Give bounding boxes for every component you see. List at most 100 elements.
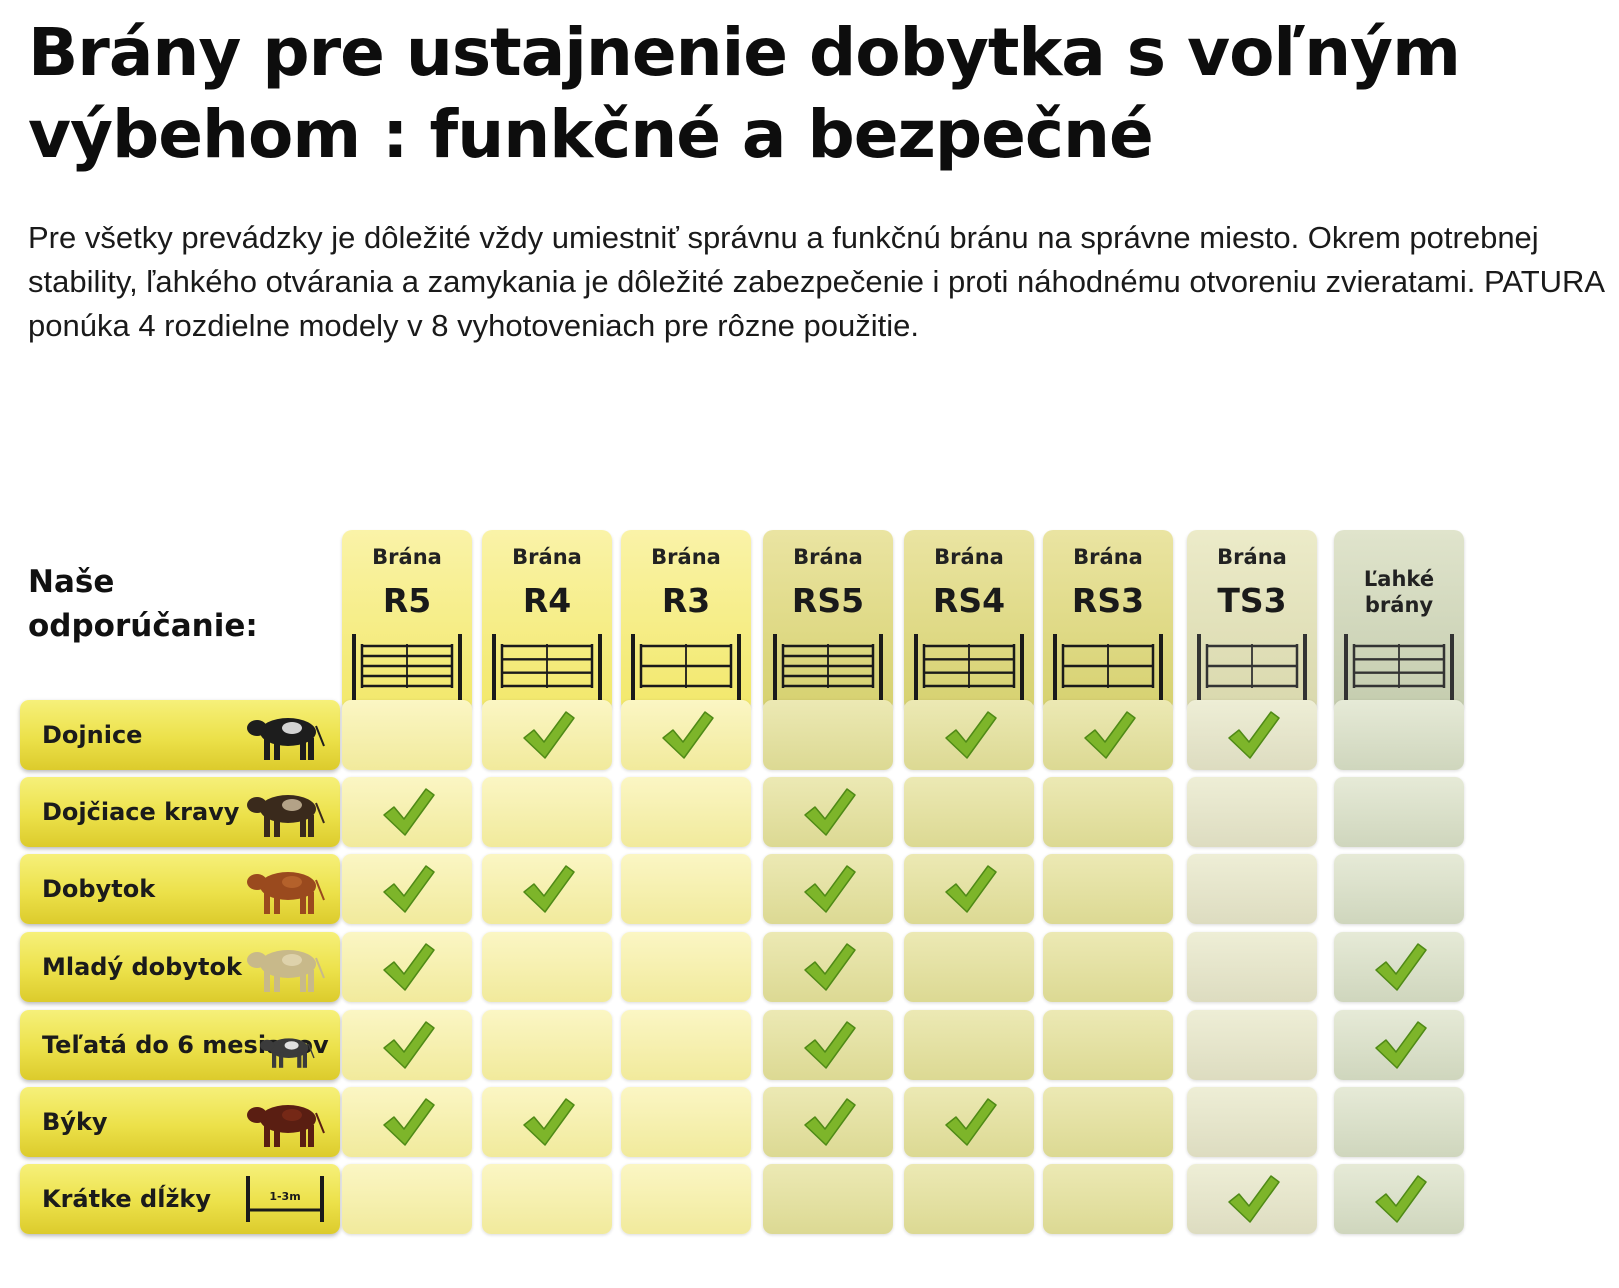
row-label-text: Býky <box>42 1108 108 1136</box>
checkmark-icon <box>523 711 575 759</box>
checkmark-icon <box>804 1098 856 1146</box>
table-cell <box>1043 777 1173 847</box>
table-cell <box>621 932 751 1002</box>
suckler-cow-icon <box>244 783 328 846</box>
table-cell <box>1334 700 1464 770</box>
table-cell <box>1043 1164 1173 1234</box>
table-cell <box>1334 932 1464 1002</box>
table-cell <box>904 1164 1034 1234</box>
column-header-7: Brána TS3 <box>1187 530 1317 712</box>
dairy-cow-icon <box>244 706 328 769</box>
young-cattle-icon <box>244 938 328 1001</box>
table-cell <box>763 1164 893 1234</box>
checkmark-icon <box>1228 1175 1280 1223</box>
table-cell <box>342 1164 472 1234</box>
checkmark-icon <box>1084 711 1136 759</box>
table-cell <box>1334 1087 1464 1157</box>
checkmark-icon <box>804 943 856 991</box>
row-label: Býky <box>20 1087 340 1157</box>
column-word: Brána <box>372 545 442 569</box>
table-cell <box>763 854 893 924</box>
checkmark-icon <box>523 865 575 913</box>
table-cell <box>763 700 893 770</box>
table-cell <box>904 932 1034 1002</box>
checkmark-icon <box>945 865 997 913</box>
checkmark-icon <box>804 865 856 913</box>
cattle-icon <box>244 860 328 923</box>
column-header-5: Brána RS4 <box>904 530 1034 712</box>
short-length-icon: 1-3m <box>244 1170 328 1233</box>
column-word: Brána <box>651 545 721 569</box>
table-cell <box>1043 700 1173 770</box>
table-cell <box>763 777 893 847</box>
row-label: Dojnice <box>20 700 340 770</box>
checkmark-icon <box>383 1021 435 1069</box>
table-cell <box>482 777 612 847</box>
bull-icon <box>244 1093 328 1156</box>
column-header-2: Brána R4 <box>482 530 612 712</box>
table-cell <box>482 854 612 924</box>
column-model: TS3 <box>1217 581 1287 620</box>
table-cell <box>1187 854 1317 924</box>
table-cell <box>763 932 893 1002</box>
checkmark-icon <box>804 1021 856 1069</box>
column-model: RS5 <box>791 581 865 620</box>
checkmark-icon <box>523 1098 575 1146</box>
checkmark-icon <box>945 711 997 759</box>
checkmark-icon <box>804 788 856 836</box>
calf-icon <box>244 1016 328 1079</box>
row-label: Mladý dobytok <box>20 932 340 1002</box>
column-model: RS4 <box>932 581 1006 620</box>
table-cell <box>621 1164 751 1234</box>
table-cell <box>904 1087 1034 1157</box>
table-cell <box>482 1164 612 1234</box>
column-model: RS3 <box>1071 581 1145 620</box>
table-cell <box>1043 932 1173 1002</box>
row-label-text: Mladý dobytok <box>42 953 242 981</box>
column-header-3: Brána R3 <box>621 530 751 712</box>
row-label: Teľatá do 6 mesiacov <box>20 1010 340 1080</box>
checkmark-icon <box>1375 943 1427 991</box>
table-cell <box>1043 854 1173 924</box>
table-cell <box>621 700 751 770</box>
intro-paragraph: Pre všetky prevádzky je dôležité vždy um… <box>28 220 1604 343</box>
table-cell <box>1187 1087 1317 1157</box>
row-label: Dojčiace kravy <box>20 777 340 847</box>
table-cell <box>482 700 612 770</box>
checkmark-icon <box>383 788 435 836</box>
table-cell <box>763 1087 893 1157</box>
row-label-text: Dojčiace kravy <box>42 798 240 826</box>
column-header-4: Brána RS5 <box>763 530 893 712</box>
table-cell <box>1334 1164 1464 1234</box>
table-cell <box>482 1087 612 1157</box>
column-model: R4 <box>522 581 572 620</box>
checkmark-icon <box>945 1098 997 1146</box>
table-cell <box>482 932 612 1002</box>
table-cell <box>1187 1164 1317 1234</box>
recommendation-label: Naše odporúčanie: <box>28 564 258 644</box>
short-length-text: 1-3m <box>269 1190 300 1203</box>
checkmark-icon <box>662 711 714 759</box>
table-cell <box>763 1010 893 1080</box>
table-cell <box>1187 932 1317 1002</box>
table-cell <box>621 854 751 924</box>
table-cell <box>904 1010 1034 1080</box>
row-label-text: Dojnice <box>42 721 143 749</box>
row-label: Krátke dĺžky 1-3m <box>20 1164 340 1234</box>
table-cell <box>904 854 1034 924</box>
row-label-text: Krátke dĺžky <box>42 1185 212 1213</box>
column-header-1: Brána R5 <box>342 530 472 712</box>
table-cell <box>342 700 472 770</box>
column-model: Ľahké brány <box>1363 567 1435 617</box>
table-cell <box>342 1010 472 1080</box>
checkmark-icon <box>383 1098 435 1146</box>
table-cell <box>1187 1010 1317 1080</box>
table-cell <box>1043 1010 1173 1080</box>
table-cell <box>621 1087 751 1157</box>
table-cell <box>1334 1010 1464 1080</box>
column-model: R5 <box>382 581 432 620</box>
table-cell <box>1043 1087 1173 1157</box>
checkmark-icon <box>383 865 435 913</box>
table-cell <box>342 932 472 1002</box>
checkmark-icon <box>1228 711 1280 759</box>
